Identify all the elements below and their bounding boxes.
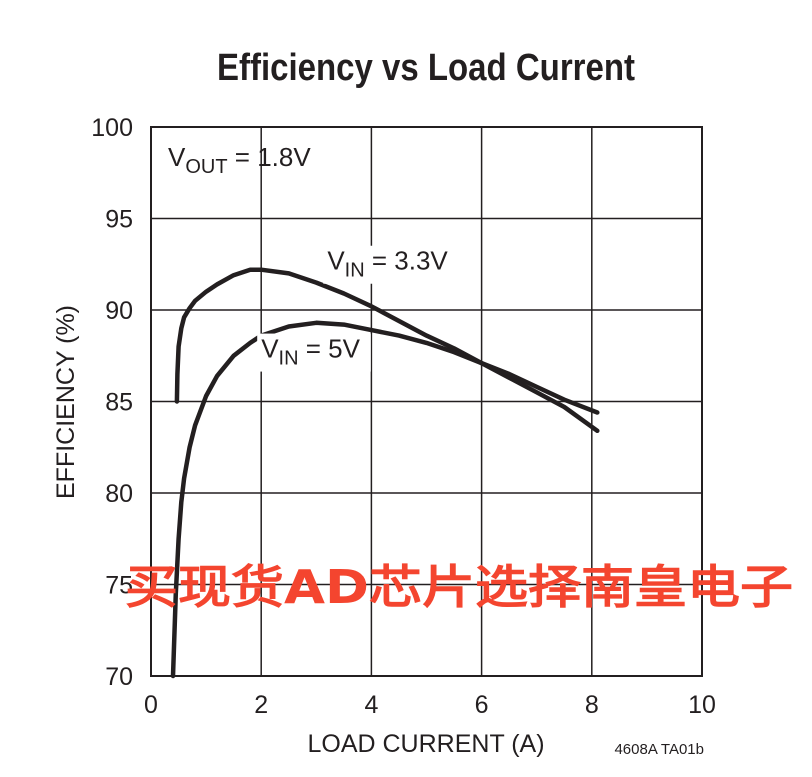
y-tick-label: 75 [105,572,133,600]
vout-annotation-sub: OUT [185,156,227,178]
x-tick-label: 6 [475,691,489,719]
figure-code: 4608A TA01b [614,741,704,758]
plot-frame [150,126,703,677]
series-label-sub: IN [279,348,299,370]
x-tick-label: 4 [364,691,378,719]
watermark-text: 买现货AD芯片选择南皇电子 [125,560,793,614]
y-tick-label: 80 [105,480,133,508]
series-label-rest: = 3.3V [365,246,449,276]
vout-annotation-rest: = 1.8V [228,142,312,172]
series-label-sub: IN [345,260,365,282]
y-tick-label: 100 [91,114,133,142]
series-label-main: V [261,334,279,364]
x-tick-labels: 0 2 4 6 8 10 [144,691,716,719]
series-label-1: VIN = 3.3V [327,246,448,282]
y-tick-label: 95 [105,206,133,234]
y-tick-label: 90 [105,297,133,325]
chart-title: Efficiency vs Load Current [217,47,635,89]
y-tick-label: 85 [105,389,133,417]
curves [170,267,600,679]
y-tick-labels: 70 75 80 85 90 95 100 [91,114,133,691]
series-label-main: V [327,246,345,276]
vout-annotation: VOUT = 1.8V [168,142,311,178]
series-label-bg [257,333,371,372]
x-tick-label: 10 [688,691,716,719]
efficiency-curve-2 [170,320,600,679]
series-label-rest: = 5V [299,334,361,364]
y-tick-label: 70 [105,663,133,691]
x-tick-label: 0 [144,691,158,719]
series-label-2: VIN = 5V [261,334,360,370]
x-tick-label: 8 [585,691,599,719]
y-axis-label: EFFICIENCY (%) [52,305,80,499]
x-axis-label: LOAD CURRENT (A) [307,730,544,758]
series-label-bg [323,245,466,284]
grid-lines [151,127,702,676]
vout-annotation-main: V [168,142,186,172]
x-tick-label: 2 [254,691,268,719]
